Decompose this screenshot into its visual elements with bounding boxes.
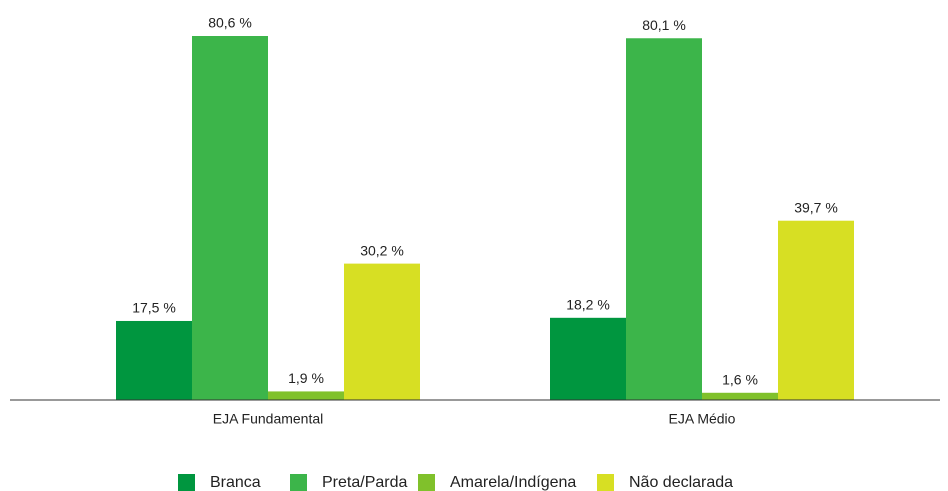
value-label: 30,2 % <box>360 242 404 258</box>
legend-label: Preta/Parda <box>322 474 407 491</box>
value-label: 80,6 % <box>208 15 252 31</box>
legend-label: Amarela/Indígena <box>450 474 576 491</box>
legend-swatch <box>597 474 614 491</box>
legend-swatch <box>290 474 307 491</box>
bar <box>778 220 854 400</box>
value-label: 17,5 % <box>132 300 176 316</box>
bar <box>116 320 192 400</box>
value-label: 1,6 % <box>722 371 758 387</box>
legend-swatch <box>418 474 435 491</box>
legend-label: Não declarada <box>629 474 733 491</box>
value-label: 1,9 % <box>288 370 324 386</box>
value-label: 80,1 % <box>642 17 686 33</box>
bar <box>702 392 778 400</box>
bar <box>192 36 268 400</box>
value-label: 39,7 % <box>794 199 838 215</box>
bar <box>268 391 344 400</box>
bar <box>344 263 420 400</box>
bar <box>550 317 626 400</box>
legend-swatch <box>178 474 195 491</box>
category-label: EJA Médio <box>669 411 736 427</box>
bar <box>626 38 702 401</box>
value-label: 18,2 % <box>566 297 610 313</box>
legend-label: Branca <box>210 474 261 491</box>
category-label: EJA Fundamental <box>213 411 324 427</box>
